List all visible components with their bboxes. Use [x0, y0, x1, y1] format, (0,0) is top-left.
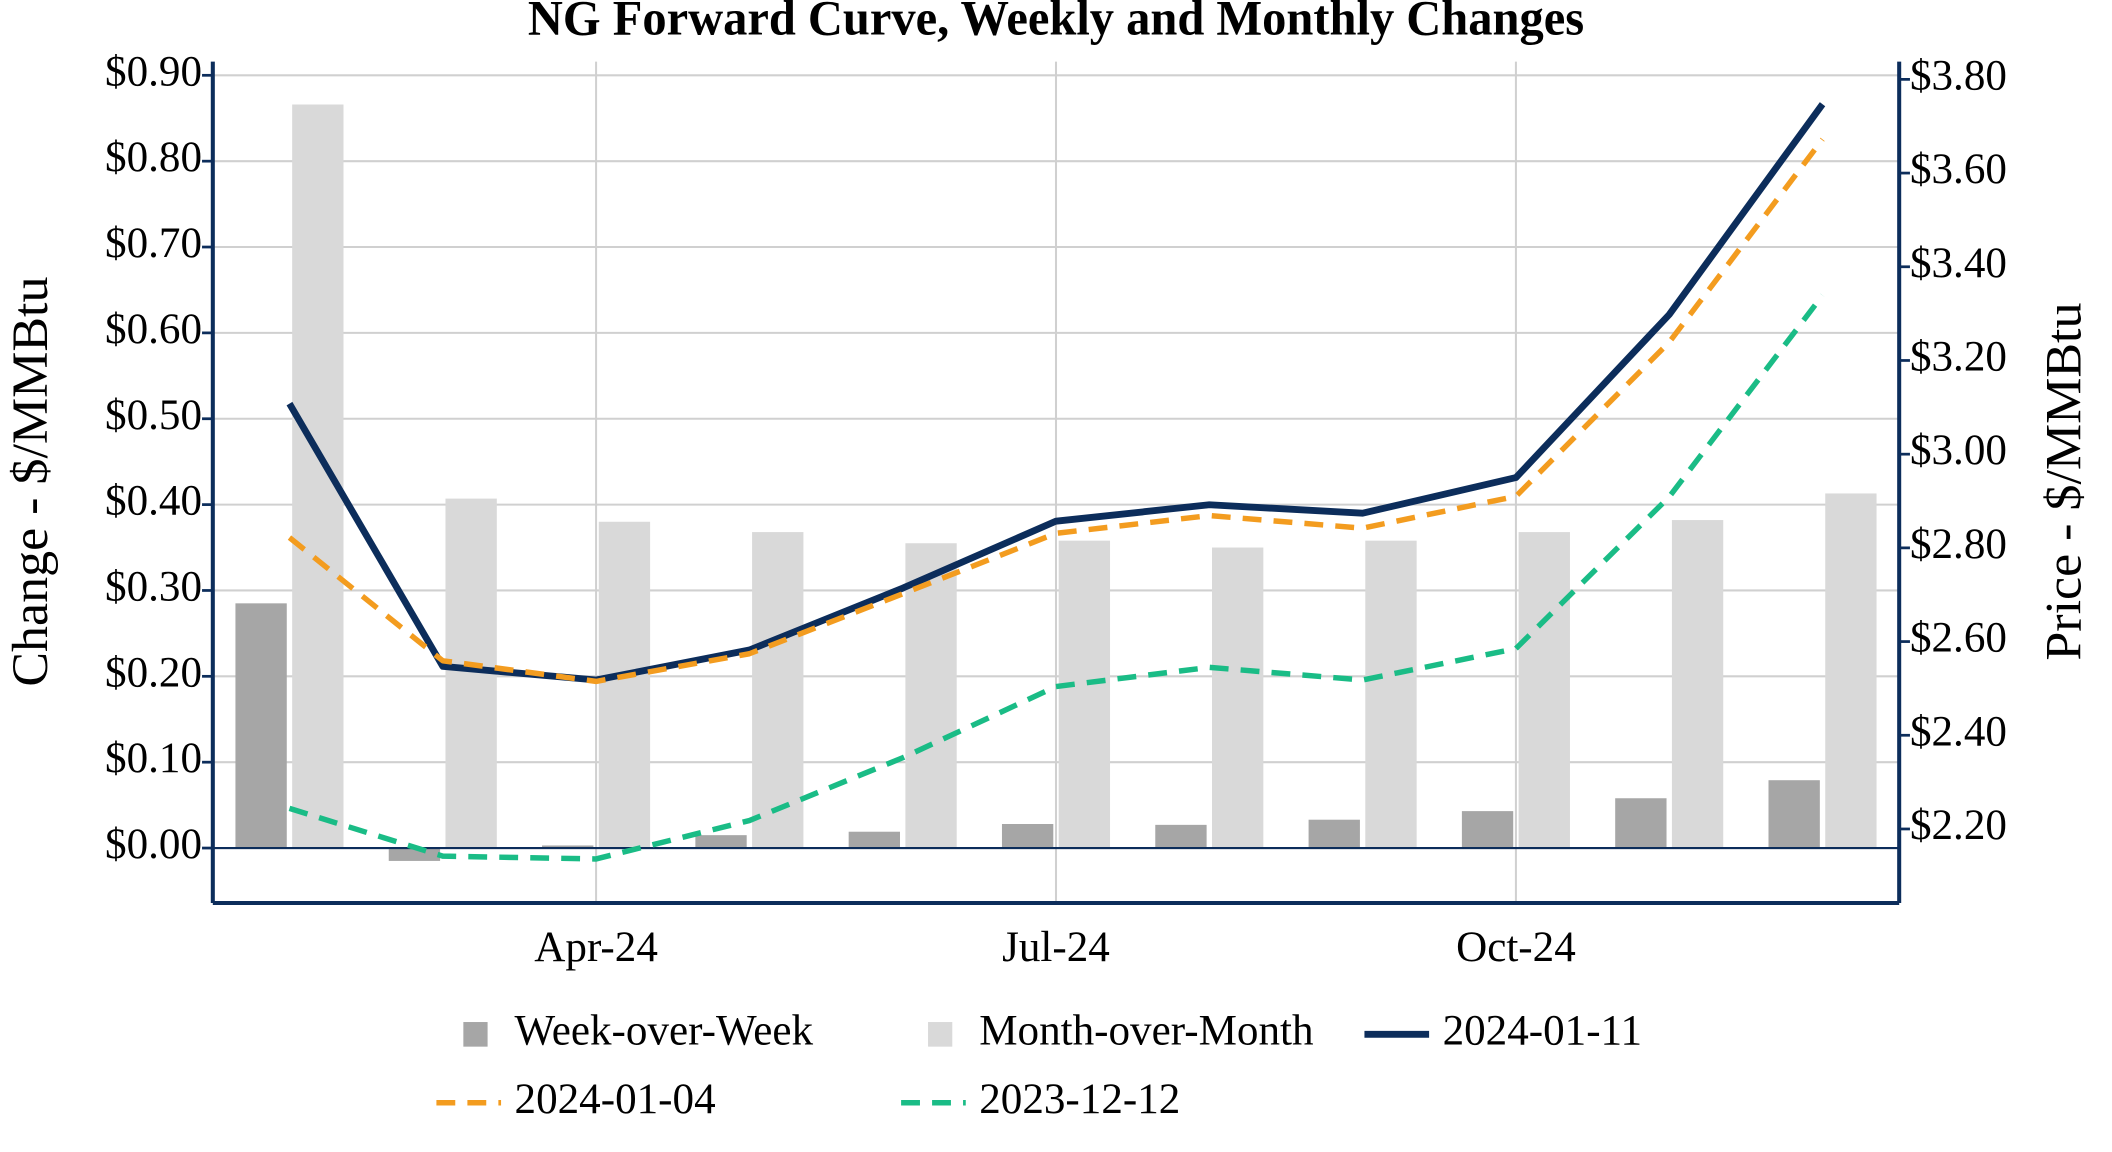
y-tick-label: $0.50: [105, 390, 202, 438]
bar: [598, 521, 651, 849]
y-tick-label: $0.30: [105, 562, 202, 610]
y2-tick-label: $3.60: [1910, 145, 2007, 193]
chart-title: NG Forward Curve, Weekly and Monthly Cha…: [528, 0, 1584, 46]
y2-tick-label: $2.40: [1910, 707, 2007, 755]
y2-tick-label: $3.80: [1910, 51, 2007, 99]
bar: [848, 831, 900, 849]
y-tick-label: $0.40: [105, 476, 202, 524]
bar: [1671, 520, 1724, 849]
y-tick-label: $0.80: [105, 133, 202, 181]
legend-label: 2024-01-04: [515, 1074, 716, 1122]
grid: $0.00 $0.10 $0.20 $0.30 $0.40 $0.50 $0.60 $0.70…: [105, 47, 2007, 971]
y2-tick-label: $2.60: [1910, 613, 2007, 661]
line-series: [286, 102, 1826, 684]
bar: [292, 104, 344, 849]
bar: [1825, 493, 1877, 849]
bar: [1155, 824, 1207, 849]
y2-axis-label: Price - $/MMBtu: [2036, 303, 2093, 661]
y-axis-label: Change - $/MMBtu: [2, 277, 59, 687]
legend-label: 2024-01-11: [1443, 1006, 1642, 1054]
y2-tick-label: $3.20: [1910, 332, 2007, 380]
line-series: [287, 137, 1825, 685]
y-tick-label: $0.00: [105, 820, 202, 868]
x-tick-label: Jul-24: [1002, 923, 1110, 971]
bar: [695, 835, 747, 849]
bar: [1461, 811, 1514, 849]
bar: [1212, 547, 1264, 849]
y-tick-label: $0.70: [105, 219, 202, 267]
legend-label: Week-over-Week: [515, 1006, 814, 1054]
line-series: [288, 293, 1825, 862]
x-tick-label: Apr-24: [534, 923, 658, 971]
y2-tick-label: $2.80: [1910, 520, 2007, 568]
legend-swatch: [928, 1022, 953, 1047]
bar: [1001, 824, 1054, 849]
y-tick-label: $0.20: [105, 648, 202, 696]
plot-area: [212, 102, 1900, 862]
y-tick-label: $0.60: [105, 305, 202, 353]
bar: [1365, 540, 1417, 849]
bar: [1518, 532, 1570, 849]
bar: [235, 603, 287, 849]
axes: [210, 61, 1902, 906]
bar: [1615, 798, 1667, 849]
bar: [542, 845, 594, 849]
legend-swatch: [463, 1022, 488, 1047]
y2-tick-label: $3.40: [1910, 239, 2007, 287]
y2-tick-label: $2.20: [1910, 801, 2007, 849]
y2-tick-label: $3.00: [1910, 426, 2007, 474]
y-tick-label: $0.10: [105, 734, 202, 782]
bar: [388, 848, 441, 861]
bar: [1308, 819, 1360, 849]
legend: Week-over-Week Month-over-Month 2024-01-…: [436, 1006, 1642, 1123]
bar: [905, 543, 957, 849]
bar: [1058, 540, 1111, 849]
y-tick-label: $0.90: [105, 47, 202, 95]
bar: [752, 532, 804, 849]
legend-label: 2023-12-12: [979, 1074, 1180, 1122]
x-tick-label: Oct-24: [1456, 923, 1576, 971]
bar: [1768, 780, 1820, 849]
legend-label: Month-over-Month: [979, 1006, 1314, 1054]
